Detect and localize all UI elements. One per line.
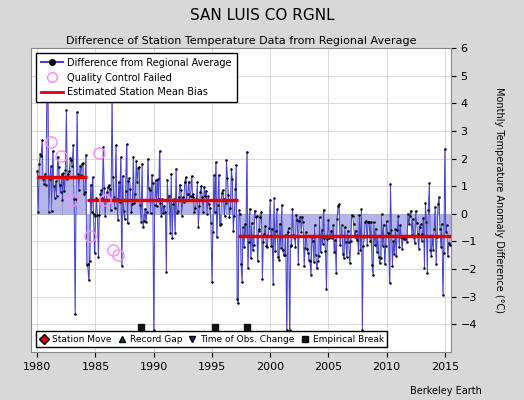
Text: SAN LUIS CO RGNL: SAN LUIS CO RGNL (190, 8, 334, 23)
Y-axis label: Monthly Temperature Anomaly Difference (°C): Monthly Temperature Anomaly Difference (… (494, 87, 504, 313)
Legend: Station Move, Record Gap, Time of Obs. Change, Empirical Break: Station Move, Record Gap, Time of Obs. C… (36, 331, 387, 348)
Text: Berkeley Earth: Berkeley Earth (410, 386, 482, 396)
Title: Difference of Station Temperature Data from Regional Average: Difference of Station Temperature Data f… (66, 36, 416, 46)
